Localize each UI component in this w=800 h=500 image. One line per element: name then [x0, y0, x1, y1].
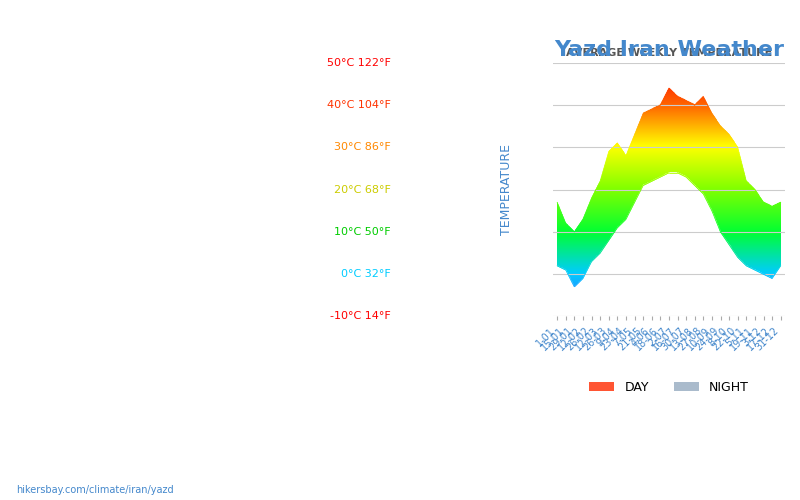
- Text: 0°C 32°F: 0°C 32°F: [341, 269, 390, 279]
- Text: hikersbay.com/climate/iran/yazd: hikersbay.com/climate/iran/yazd: [16, 485, 174, 495]
- Text: -10°C 14°F: -10°C 14°F: [330, 312, 390, 322]
- Text: 20°C 68°F: 20°C 68°F: [334, 184, 390, 194]
- Y-axis label: TEMPERATURE: TEMPERATURE: [500, 144, 514, 235]
- Text: AVERAGE WEEKLY TEMPERATURE: AVERAGE WEEKLY TEMPERATURE: [566, 48, 772, 58]
- Text: 40°C 104°F: 40°C 104°F: [326, 100, 390, 110]
- Legend: DAY, NIGHT: DAY, NIGHT: [584, 376, 754, 399]
- Text: 10°C 50°F: 10°C 50°F: [334, 227, 390, 237]
- Title: Yazd Iran Weather: Yazd Iran Weather: [554, 40, 784, 60]
- Text: 30°C 86°F: 30°C 86°F: [334, 142, 390, 152]
- Text: 50°C 122°F: 50°C 122°F: [326, 58, 390, 68]
